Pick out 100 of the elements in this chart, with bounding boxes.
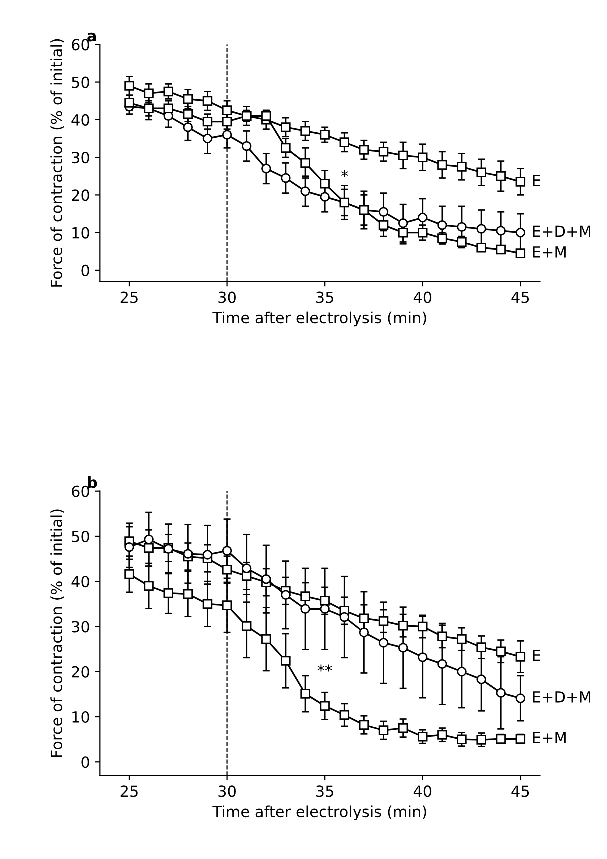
point (378, 726, 389, 736)
point (516, 248, 526, 258)
x-axis-title: Time after electrolysis (min) (212, 312, 426, 327)
point (496, 172, 506, 182)
point (438, 160, 448, 170)
y-tick-label: 40 (72, 576, 90, 588)
point (144, 581, 154, 591)
y-tick-label: 30 (72, 621, 90, 633)
point (438, 730, 448, 740)
point (300, 126, 310, 136)
point (516, 228, 526, 238)
point (496, 688, 506, 698)
point (300, 158, 310, 168)
y-tick-label: 50 (72, 76, 90, 88)
point (144, 104, 154, 114)
point (222, 600, 232, 610)
point (398, 620, 408, 631)
point (222, 546, 232, 556)
point (164, 588, 174, 598)
point (340, 138, 350, 148)
x-tick-label: 45 (512, 292, 530, 304)
point (281, 173, 291, 184)
y-tick-label: 0 (82, 756, 90, 768)
point (300, 604, 310, 614)
point (418, 228, 428, 238)
point (476, 224, 486, 234)
point (378, 616, 389, 626)
series-label: E+M (533, 732, 566, 744)
point (320, 192, 330, 202)
point (516, 652, 526, 662)
y-tick-label: 50 (72, 530, 90, 542)
chart-title: a (88, 32, 96, 42)
point (398, 723, 408, 734)
point (183, 109, 194, 120)
point (183, 94, 194, 104)
point (476, 642, 486, 652)
point (202, 550, 213, 560)
series-label: E+D+M (533, 692, 590, 703)
point (222, 116, 232, 127)
point (183, 122, 194, 132)
y-tick-label: 10 (72, 227, 90, 239)
point (222, 106, 232, 116)
point (398, 218, 408, 228)
point (359, 720, 370, 730)
point (183, 589, 194, 600)
y-tick-label: 30 (72, 152, 90, 164)
point (320, 701, 330, 712)
point (457, 162, 467, 172)
y-tick-label: 10 (72, 711, 90, 724)
point (124, 570, 134, 580)
point (320, 179, 330, 189)
point (144, 534, 154, 544)
point (202, 599, 213, 610)
point (418, 212, 428, 223)
point (398, 643, 408, 653)
point (183, 549, 194, 559)
y-tick-label: 0 (82, 264, 90, 276)
y-axis-title: Force of contraction (% of initial) (50, 39, 64, 287)
point (202, 134, 213, 144)
point (359, 628, 370, 638)
point (496, 646, 506, 656)
series-label: E+D+M (533, 226, 590, 238)
x-tick-label: 40 (414, 786, 432, 798)
point (164, 104, 174, 114)
point (144, 88, 154, 98)
series-label: E+M (533, 246, 566, 258)
point (340, 612, 350, 622)
point (378, 638, 389, 648)
x-tick-label: 35 (316, 786, 334, 798)
y-axis-title: Force of contraction (% of initial) (50, 510, 64, 758)
point (124, 542, 134, 552)
point (496, 226, 506, 236)
point (457, 634, 467, 644)
point (281, 122, 291, 132)
point (457, 222, 467, 232)
point (418, 152, 428, 162)
x-tick-label: 40 (414, 292, 432, 304)
point (242, 564, 252, 574)
point (418, 732, 428, 742)
point (340, 198, 350, 208)
series-label: E (533, 650, 540, 662)
point (438, 220, 448, 230)
point (320, 604, 330, 614)
x-tick-label: 25 (120, 786, 138, 798)
y-tick-label: 60 (72, 39, 90, 51)
point (300, 186, 310, 196)
y-tick-label: 40 (72, 114, 90, 126)
series-label: E (533, 175, 540, 186)
point (222, 130, 232, 140)
point (242, 141, 252, 152)
point (202, 116, 213, 127)
point (457, 667, 467, 677)
point (476, 243, 486, 253)
point (320, 130, 330, 140)
y-tick-label: 20 (72, 666, 90, 678)
point (300, 592, 310, 602)
point (222, 565, 232, 575)
point (202, 96, 213, 106)
point (516, 177, 526, 187)
point (124, 98, 134, 108)
